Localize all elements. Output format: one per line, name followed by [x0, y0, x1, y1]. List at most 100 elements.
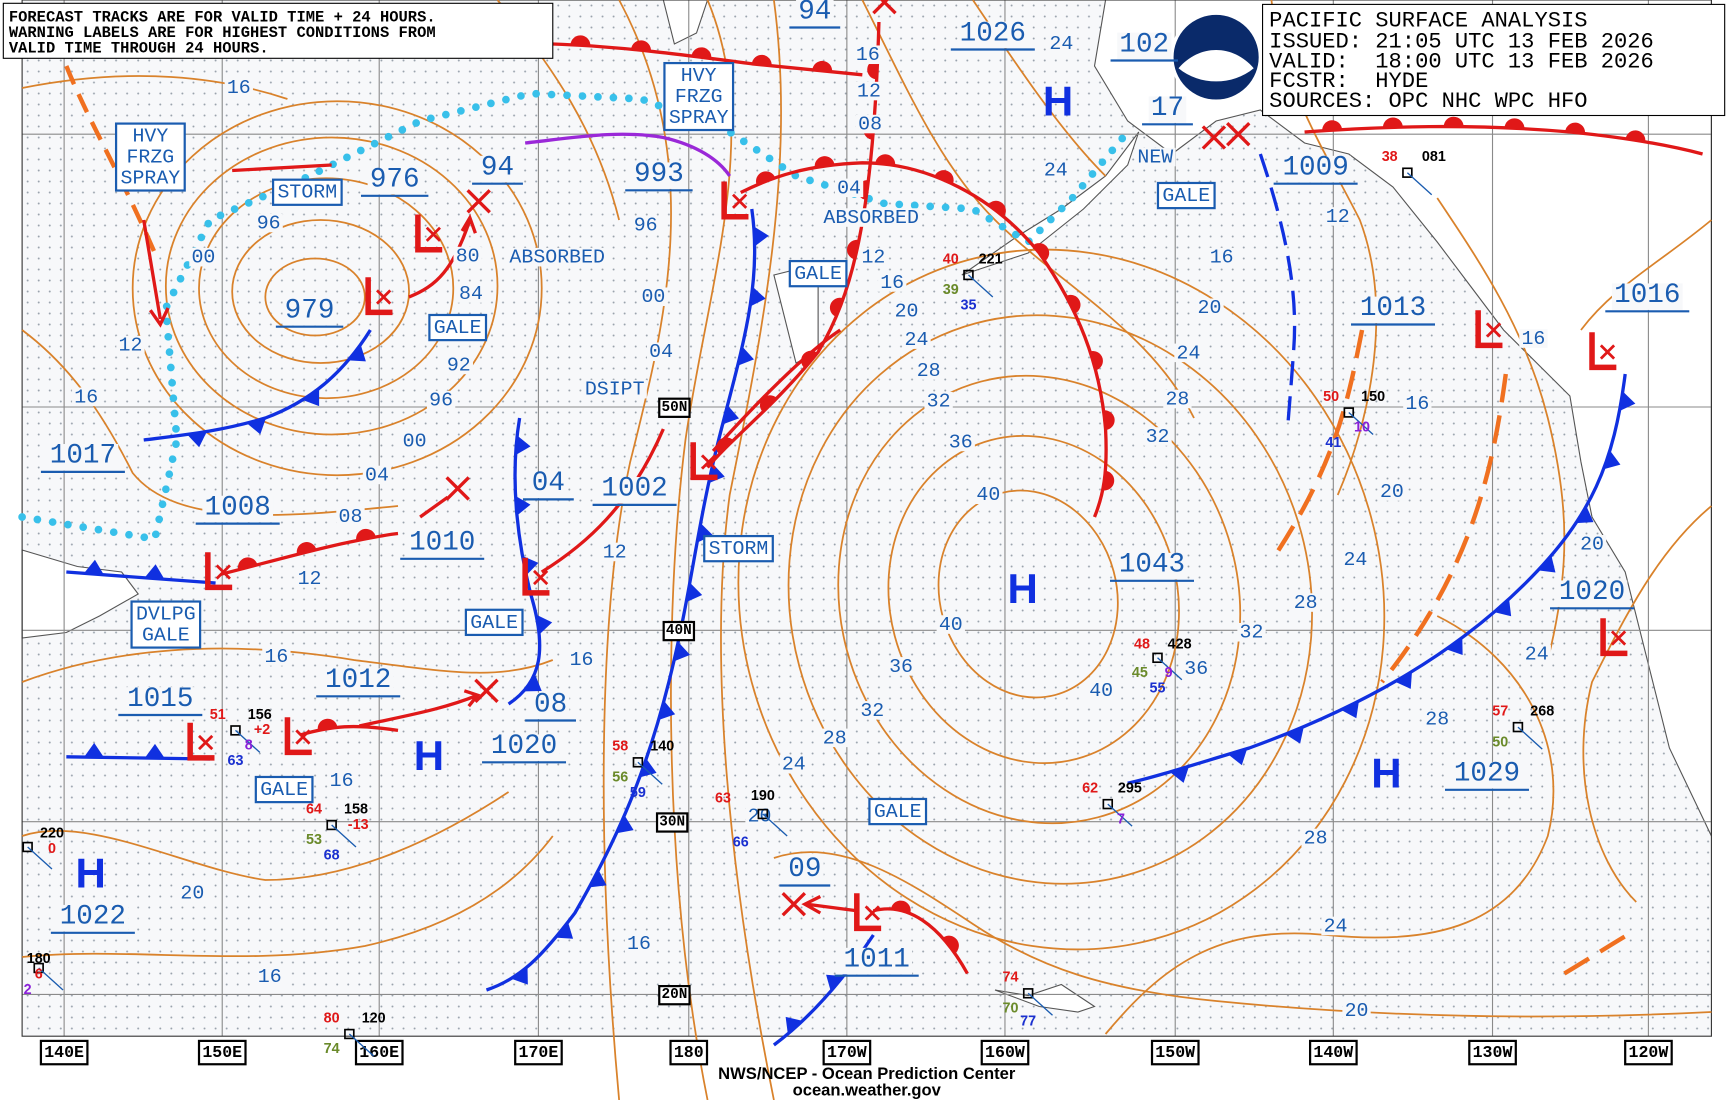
pressure-value: 17 — [1151, 93, 1184, 124]
station-value: 55 — [1150, 680, 1166, 696]
cold-front-barb — [83, 559, 104, 575]
label-bg — [255, 967, 284, 986]
station-marker — [963, 269, 974, 281]
label-bg — [567, 650, 596, 670]
warm-front-bump — [942, 935, 959, 954]
low-cross — [198, 734, 214, 751]
station-plot: 62 295 7 — [1082, 781, 1142, 828]
label-bg — [858, 701, 887, 720]
wind-barb — [331, 824, 357, 848]
cold-front-barb — [750, 286, 766, 307]
warm-front-bump — [1066, 294, 1081, 314]
isobar-label: 16 — [264, 645, 288, 668]
cold-front-barb — [616, 815, 634, 834]
isobar-label: 24 — [1343, 548, 1367, 571]
warning-box — [868, 797, 928, 826]
label-bg — [859, 247, 888, 267]
station-value: 10 — [1354, 420, 1370, 436]
label-bg — [367, 167, 422, 195]
wind-barb — [1027, 992, 1053, 1016]
station-marker — [1343, 407, 1355, 418]
label-bg — [854, 81, 884, 101]
longitude-label: 130W — [1473, 1043, 1513, 1062]
isobar-label: 12 — [603, 540, 627, 563]
isobar-label: 20 — [895, 300, 919, 323]
wind-barb — [637, 761, 663, 785]
low-cross — [295, 729, 311, 745]
station-value: 40 — [943, 251, 959, 267]
label-bg — [1577, 534, 1607, 554]
label-bg — [624, 934, 654, 953]
warm-front-bump — [801, 350, 818, 369]
high-center: H — [1007, 565, 1037, 612]
low-cross — [1486, 322, 1502, 338]
pressure-value: 976 — [370, 165, 420, 196]
station-value: 221 — [979, 251, 1003, 267]
forecast-position — [1201, 125, 1227, 150]
label-bg — [1377, 482, 1407, 501]
info-box — [1262, 3, 1726, 117]
isobar-label: 16 — [1405, 392, 1429, 415]
label-bg — [322, 668, 394, 695]
isobar-label: 96 — [257, 212, 281, 235]
latitude-label: 30N — [659, 814, 685, 830]
label-bg — [507, 247, 608, 267]
isobar-label: 36 — [949, 430, 973, 453]
label-bg — [946, 432, 975, 452]
low-symbol — [1600, 618, 1628, 657]
warning-box — [428, 313, 488, 342]
labels: 140E 150E 160E 170E 180 170W 160W 150W 140W 130W 1… — [22, 0, 1690, 1066]
warm-front-bump — [1565, 122, 1586, 134]
isobar-label: 16 — [1521, 327, 1545, 350]
station-value: 74 — [324, 1041, 340, 1057]
station-value: 2 — [24, 982, 32, 998]
label-bg — [189, 247, 218, 267]
station-marker — [33, 962, 44, 974]
forecast-position — [445, 476, 470, 501]
cold-front-barb — [1446, 637, 1463, 656]
forecast-note-box — [2, 2, 554, 59]
low-symbol — [365, 277, 393, 316]
label-box — [669, 1039, 709, 1066]
pressure-value: 1010 — [409, 528, 475, 559]
info-line: VALID: 18:00 UTC 13 FEB 2026 — [1269, 49, 1654, 74]
cold-front-barb — [639, 758, 657, 778]
low-cross — [1599, 344, 1616, 360]
station-value: 150 — [1361, 389, 1385, 405]
warning-label: STORM — [271, 178, 343, 206]
station-plot: 63 190 66 — [715, 788, 788, 850]
isobar-label: 16 — [74, 385, 98, 408]
label-bg — [1135, 147, 1176, 167]
station-value: 58 — [612, 739, 628, 755]
warning-text: FRZG — [126, 146, 174, 169]
warning-text: GALE — [794, 262, 842, 285]
label-bg — [1323, 207, 1352, 226]
label-bg — [336, 507, 365, 527]
label-bg — [1321, 916, 1350, 936]
isobar-label: 16 — [856, 43, 880, 66]
label-bg — [878, 273, 907, 292]
label-bg — [957, 21, 1029, 49]
label-bg — [444, 355, 473, 375]
station-plot: 80 120 74 — [324, 1010, 386, 1057]
isobar-label: 32 — [1146, 425, 1170, 448]
station-value: -13 — [348, 817, 369, 833]
station-value: 62 — [1082, 781, 1098, 797]
warm-front-bump — [1443, 116, 1464, 127]
isobar-label: 16 — [627, 932, 651, 955]
isobar-label: 32 — [927, 390, 951, 413]
label-bg — [362, 465, 392, 485]
cold-front-barb — [1285, 726, 1304, 744]
latitude-label: 40N — [666, 623, 692, 639]
longitude-label: 160E — [359, 1043, 399, 1062]
label-bg — [456, 284, 486, 303]
warning-box — [271, 178, 343, 206]
pressure-value: 09 — [788, 854, 821, 885]
label-bg — [820, 728, 849, 748]
label-bg — [488, 734, 560, 761]
